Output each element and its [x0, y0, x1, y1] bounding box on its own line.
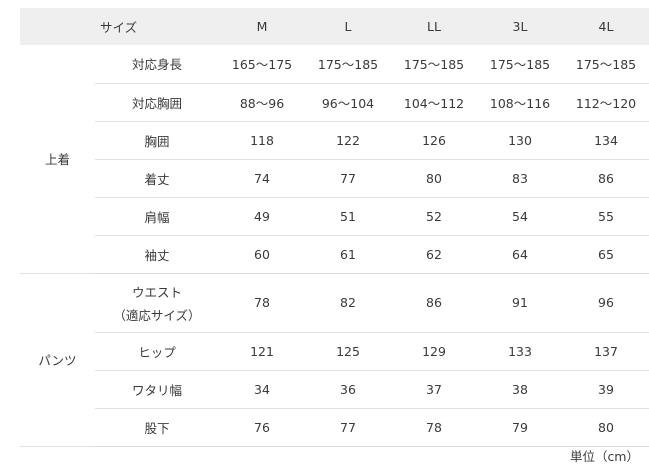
- value-cell: 52: [391, 197, 477, 236]
- header-size-ll: LL: [427, 19, 441, 34]
- row-label-text: 対応身長: [131, 57, 182, 73]
- value-cell: 49: [219, 197, 305, 236]
- table-row: 着丈 74 77 80 83 86: [20, 159, 649, 198]
- row-label-text: 肩幅: [144, 209, 170, 225]
- row-label: ウエスト （適応サイズ）: [95, 273, 219, 333]
- value-cell: 77: [305, 159, 391, 198]
- value-cell: 96〜104: [305, 83, 391, 122]
- table-row: ヒップ 121 125 129 133 137: [20, 332, 649, 371]
- row-label: 股下: [95, 408, 219, 447]
- table-row: 胸囲 118 122 126 130 134: [20, 121, 649, 160]
- header-size-m: M: [256, 19, 268, 34]
- value-cell: 134: [563, 121, 649, 160]
- value-cell: 37: [391, 370, 477, 409]
- value-cell: 118: [219, 121, 305, 160]
- row-label-text: ウエスト: [131, 284, 182, 300]
- row-label: 胸囲: [95, 121, 219, 160]
- value-cell: 76: [219, 408, 305, 447]
- row-label-subtext: （適応サイズ）: [113, 307, 201, 323]
- value-cell: 108〜116: [477, 83, 563, 122]
- value-cell: 88〜96: [219, 83, 305, 122]
- value-cell: 34: [219, 370, 305, 409]
- table-row: ワタリ幅 34 36 37 38 39: [20, 370, 649, 409]
- value-cell: 96: [563, 273, 649, 333]
- row-label-text: 袖丈: [144, 247, 170, 263]
- row-label-text: 対応胸囲: [131, 95, 182, 111]
- header-size-l: L: [344, 19, 352, 34]
- unit-note: 単位（cm）: [569, 449, 639, 464]
- row-label: ヒップ: [95, 332, 219, 371]
- value-cell: 65: [563, 235, 649, 274]
- value-cell: 36: [305, 370, 391, 409]
- row-label-text: 胸囲: [144, 133, 170, 149]
- row-label: 肩幅: [95, 197, 219, 236]
- table-row: 肩幅 49 51 52 54 55: [20, 197, 649, 236]
- value-cell: 78: [391, 408, 477, 447]
- value-cell: 55: [563, 197, 649, 236]
- table-row: 股下 76 77 78 79 80: [20, 408, 649, 447]
- header-size-3l: 3L: [512, 19, 528, 34]
- value-cell: 165〜175: [219, 45, 305, 84]
- value-cell: 78: [219, 273, 305, 333]
- value-cell: 64: [477, 235, 563, 274]
- value-cell: 80: [391, 159, 477, 198]
- row-label: 対応身長: [95, 45, 219, 84]
- value-cell: 38: [477, 370, 563, 409]
- header-category-cell: [20, 8, 95, 45]
- value-cell: 130: [477, 121, 563, 160]
- row-label-text: ヒップ: [138, 344, 176, 360]
- value-cell: 125: [305, 332, 391, 371]
- value-cell: 86: [563, 159, 649, 198]
- value-cell: 175〜185: [305, 45, 391, 84]
- value-cell: 122: [305, 121, 391, 160]
- value-cell: 137: [563, 332, 649, 371]
- header-size-4l: 4L: [598, 19, 614, 34]
- row-label: ワタリ幅: [95, 370, 219, 409]
- value-cell: 133: [477, 332, 563, 371]
- table-row: 対応胸囲 88〜96 96〜104 104〜112 108〜116 112〜120: [20, 83, 649, 122]
- row-label: 対応胸囲: [95, 83, 219, 122]
- value-cell: 54: [477, 197, 563, 236]
- value-cell: 86: [391, 273, 477, 333]
- value-cell: 60: [219, 235, 305, 274]
- size-table: サイズ M L LL 3L 4L 上着 対応身長 165〜175 175〜185 175…: [20, 8, 649, 447]
- value-cell: 104〜112: [391, 83, 477, 122]
- row-label-text: 股下: [144, 420, 170, 436]
- value-cell: 126: [391, 121, 477, 160]
- value-cell: 61: [305, 235, 391, 274]
- category-cell: 上着: [20, 45, 95, 274]
- table-row: 袖丈 60 61 62 64 65: [20, 235, 649, 274]
- header-size-label: サイズ: [100, 20, 138, 35]
- value-cell: 79: [477, 408, 563, 447]
- row-label-text: 着丈: [144, 171, 170, 187]
- header-row: サイズ M L LL 3L 4L: [20, 8, 649, 45]
- value-cell: 91: [477, 273, 563, 333]
- value-cell: 121: [219, 332, 305, 371]
- value-cell: 39: [563, 370, 649, 409]
- value-cell: 80: [563, 408, 649, 447]
- table-row: 上着 対応身長 165〜175 175〜185 175〜185 175〜185 175〜18…: [20, 45, 649, 274]
- value-cell: 175〜185: [563, 45, 649, 84]
- value-cell: 175〜185: [477, 45, 563, 84]
- row-label: 袖丈: [95, 235, 219, 274]
- category-cell: パンツ: [20, 273, 95, 447]
- value-cell: 112〜120: [563, 83, 649, 122]
- value-cell: 51: [305, 197, 391, 236]
- value-cell: 83: [477, 159, 563, 198]
- value-cell: 129: [391, 332, 477, 371]
- value-cell: 82: [305, 273, 391, 333]
- table-row: パンツ ウエスト （適応サイズ） 78 82 86 91 96: [20, 273, 649, 447]
- row-label-text: ワタリ幅: [131, 382, 182, 398]
- value-cell: 62: [391, 235, 477, 274]
- value-cell: 74: [219, 159, 305, 198]
- value-cell: 77: [305, 408, 391, 447]
- row-label: 着丈: [95, 159, 219, 198]
- value-cell: 175〜185: [391, 45, 477, 84]
